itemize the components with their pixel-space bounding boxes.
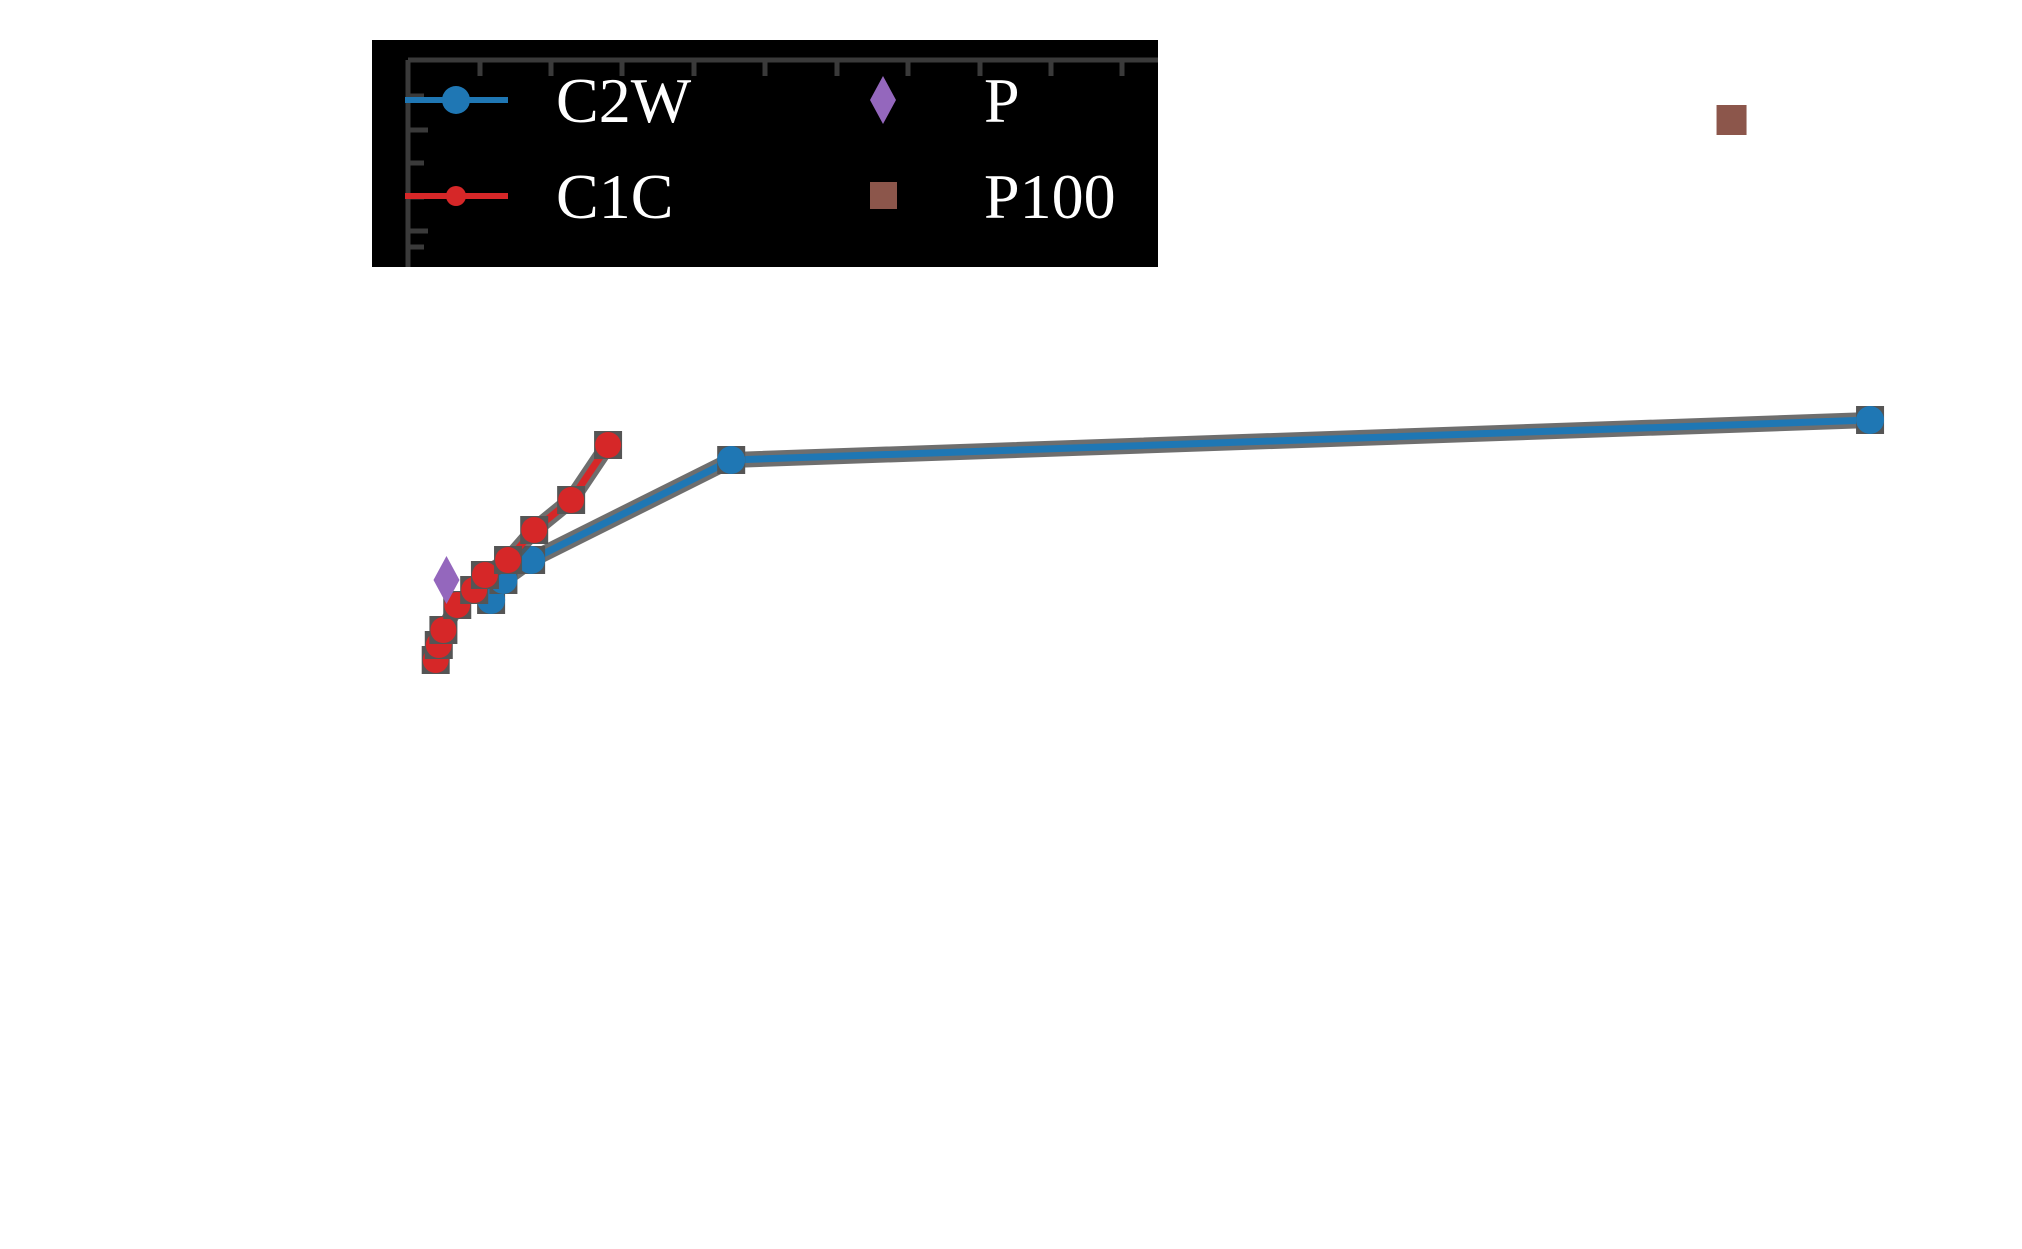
point-c2w-3 [717, 446, 746, 474]
legend-entry-c1c: C1C [405, 161, 673, 232]
legend-label-c1c: C1C [556, 161, 673, 232]
legend: C2W C1C P P100 [372, 40, 1158, 267]
point-p-0 [433, 556, 460, 604]
point-c1c-8 [558, 487, 585, 513]
point-c1c-2 [430, 617, 457, 643]
legend-label-p: P [984, 65, 1020, 136]
point-c1c-6 [495, 547, 522, 573]
point-c1c-5 [471, 562, 498, 588]
axis-remnant [405, 57, 1158, 267]
legend-marker-c2w [442, 86, 470, 114]
legend-marker-p100 [870, 182, 897, 209]
plot-area [421, 105, 1885, 674]
legend-background [372, 40, 1158, 267]
legend-entry-p: P [870, 65, 1020, 136]
legend-marker-c1c [446, 186, 466, 206]
point-p100-0 [1716, 105, 1747, 135]
series-line-c2w [488, 416, 1871, 602]
legend-label-p100: P100 [984, 161, 1116, 232]
point-c1c-9 [595, 432, 622, 458]
point-c2w-4 [1856, 406, 1885, 434]
legend-label-c2w: C2W [556, 65, 692, 136]
legend-entry-p100: P100 [870, 161, 1116, 232]
legend-marker-p [870, 76, 896, 124]
legend-entry-c2w: C2W [405, 65, 692, 136]
point-c1c-7 [521, 517, 548, 543]
